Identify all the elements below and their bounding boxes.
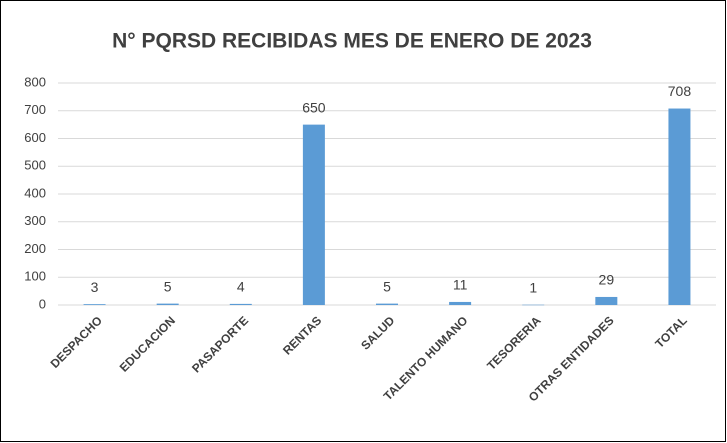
bar	[376, 303, 398, 305]
value-label: 650	[302, 99, 326, 115]
bar	[668, 108, 691, 305]
y-tick-label: 200	[24, 241, 46, 256]
bar	[229, 303, 252, 305]
y-tick-label: 100	[24, 269, 46, 284]
y-tick-label: 700	[24, 102, 46, 117]
bar	[449, 301, 472, 305]
bar	[83, 304, 106, 305]
y-tick-label: 0	[39, 296, 46, 311]
bar	[522, 304, 545, 306]
value-label: 1	[529, 279, 537, 295]
bar	[595, 296, 618, 305]
y-tick-label: 400	[24, 185, 46, 200]
bar	[302, 124, 325, 305]
value-label: 11	[453, 277, 468, 293]
bar	[156, 303, 179, 305]
value-label: 3	[91, 279, 99, 295]
value-label: 708	[668, 83, 692, 99]
value-label: 5	[164, 278, 172, 294]
value-label: 5	[383, 278, 391, 294]
y-tick-label: 500	[24, 158, 46, 173]
value-label: 29	[599, 272, 615, 288]
y-tick-label: 800	[24, 74, 46, 89]
chart-title: N° PQRSD RECIBIDAS MES DE ENERO DE 2023	[112, 30, 592, 53]
value-label: 4	[237, 279, 245, 295]
y-tick-label: 300	[24, 213, 46, 228]
y-tick-label: 600	[24, 130, 46, 145]
